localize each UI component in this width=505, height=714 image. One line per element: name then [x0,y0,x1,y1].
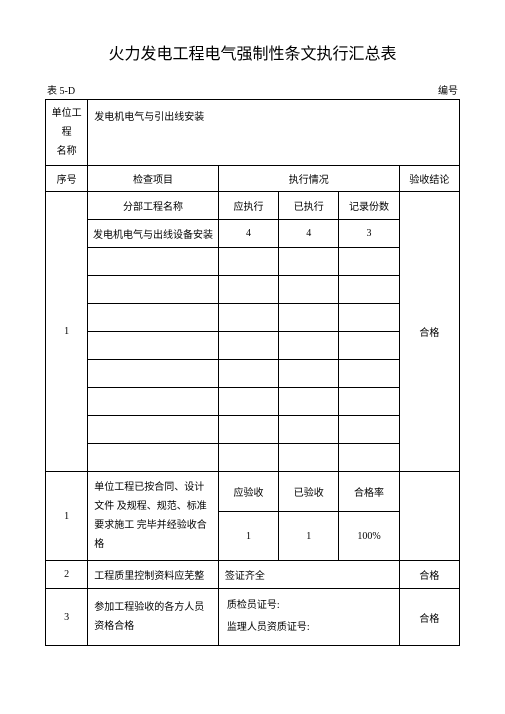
table-row [88,444,219,472]
table-row [218,360,278,388]
page: 火力发电工程电气强制性条文执行汇总表 表 5-D 编号 单位工程 名称 发电机电… [0,0,505,666]
s2-conclusion [399,472,459,561]
s4-text: 参加工程验收的各方人员资格合格 [88,589,219,646]
table-row [88,388,219,416]
s1-r1-count: 3 [339,220,399,248]
s3-conclusion: 合格 [399,561,459,589]
table-row [279,416,339,444]
s4-cert-cell: 质检员证号: 监理人员资质证号: [218,589,399,646]
page-title: 火力发电工程电气强制性条文执行汇总表 [45,40,460,64]
s1-seq: 1 [46,192,88,472]
table-row [88,416,219,444]
table-row [339,248,399,276]
table-row [279,388,339,416]
s1-r1-name: 发电机电气与出线设备安装 [88,220,219,248]
table-row [279,360,339,388]
table-row [339,304,399,332]
table-row [279,332,339,360]
summary-table: 单位工程 名称 发电机电气与引出线安装 序号 检查项目 执行情况 验收结论 1 … [45,99,460,646]
unit-project-label: 单位工程 名称 [46,100,88,166]
col-conclusion: 验收结论 [399,166,459,192]
s2-rate-h: 合格率 [339,472,399,512]
meta-row: 表 5-D 编号 [45,82,460,97]
table-row [279,248,339,276]
table-row [88,360,219,388]
s2-should-v: 1 [218,512,278,561]
table-row [339,444,399,472]
table-row [218,388,278,416]
table-row [218,444,278,472]
col-seq: 序号 [46,166,88,192]
s1-should-h: 应执行 [218,192,278,220]
table-row [88,276,219,304]
table-row [339,360,399,388]
s1-conclusion: 合格 [399,192,459,472]
table-row [218,332,278,360]
table-row [339,332,399,360]
table-row [339,388,399,416]
unit-project-label-l1: 单位工程 [52,108,82,138]
table-row [218,416,278,444]
col-exec-status: 执行情况 [218,166,399,192]
s2-done-v: 1 [279,512,339,561]
table-row [218,248,278,276]
table-row [88,304,219,332]
s4-conclusion: 合格 [399,589,459,646]
col-check-item: 检查项目 [88,166,219,192]
s3-seq: 2 [46,561,88,589]
s3-sign: 签证齐全 [218,561,399,589]
s1-subname-header: 分部工程名称 [88,192,219,220]
s4-line1: 质检员证号: [227,595,391,617]
s4-seq: 3 [46,589,88,646]
s1-r1-done: 4 [279,220,339,248]
s2-seq: 1 [46,472,88,561]
table-row [218,276,278,304]
s1-r1-should: 4 [218,220,278,248]
table-row [88,332,219,360]
table-row [88,248,219,276]
doc-number-label: 编号 [438,82,458,97]
table-row [279,444,339,472]
s1-count-h: 记录份数 [339,192,399,220]
table-row [218,304,278,332]
s2-rate-v: 100% [339,512,399,561]
unit-project-value: 发电机电气与引出线安装 [88,100,460,166]
s1-done-h: 已执行 [279,192,339,220]
s2-text: 单位工程已按合同、设计文件 及规程、规范、标准要求施工 完毕并经验收合格 [88,472,219,561]
s3-text: 工程质里控制资料应芜整 [88,561,219,589]
s4-line2: 监理人员资质证号: [227,617,391,639]
table-row [279,276,339,304]
table-row [339,416,399,444]
unit-project-label-l2: 名称 [57,146,77,157]
s2-should-h: 应验收 [218,472,278,512]
table-code: 表 5-D [47,82,75,97]
s2-done-h: 已验收 [279,472,339,512]
table-row [279,304,339,332]
table-row [339,276,399,304]
